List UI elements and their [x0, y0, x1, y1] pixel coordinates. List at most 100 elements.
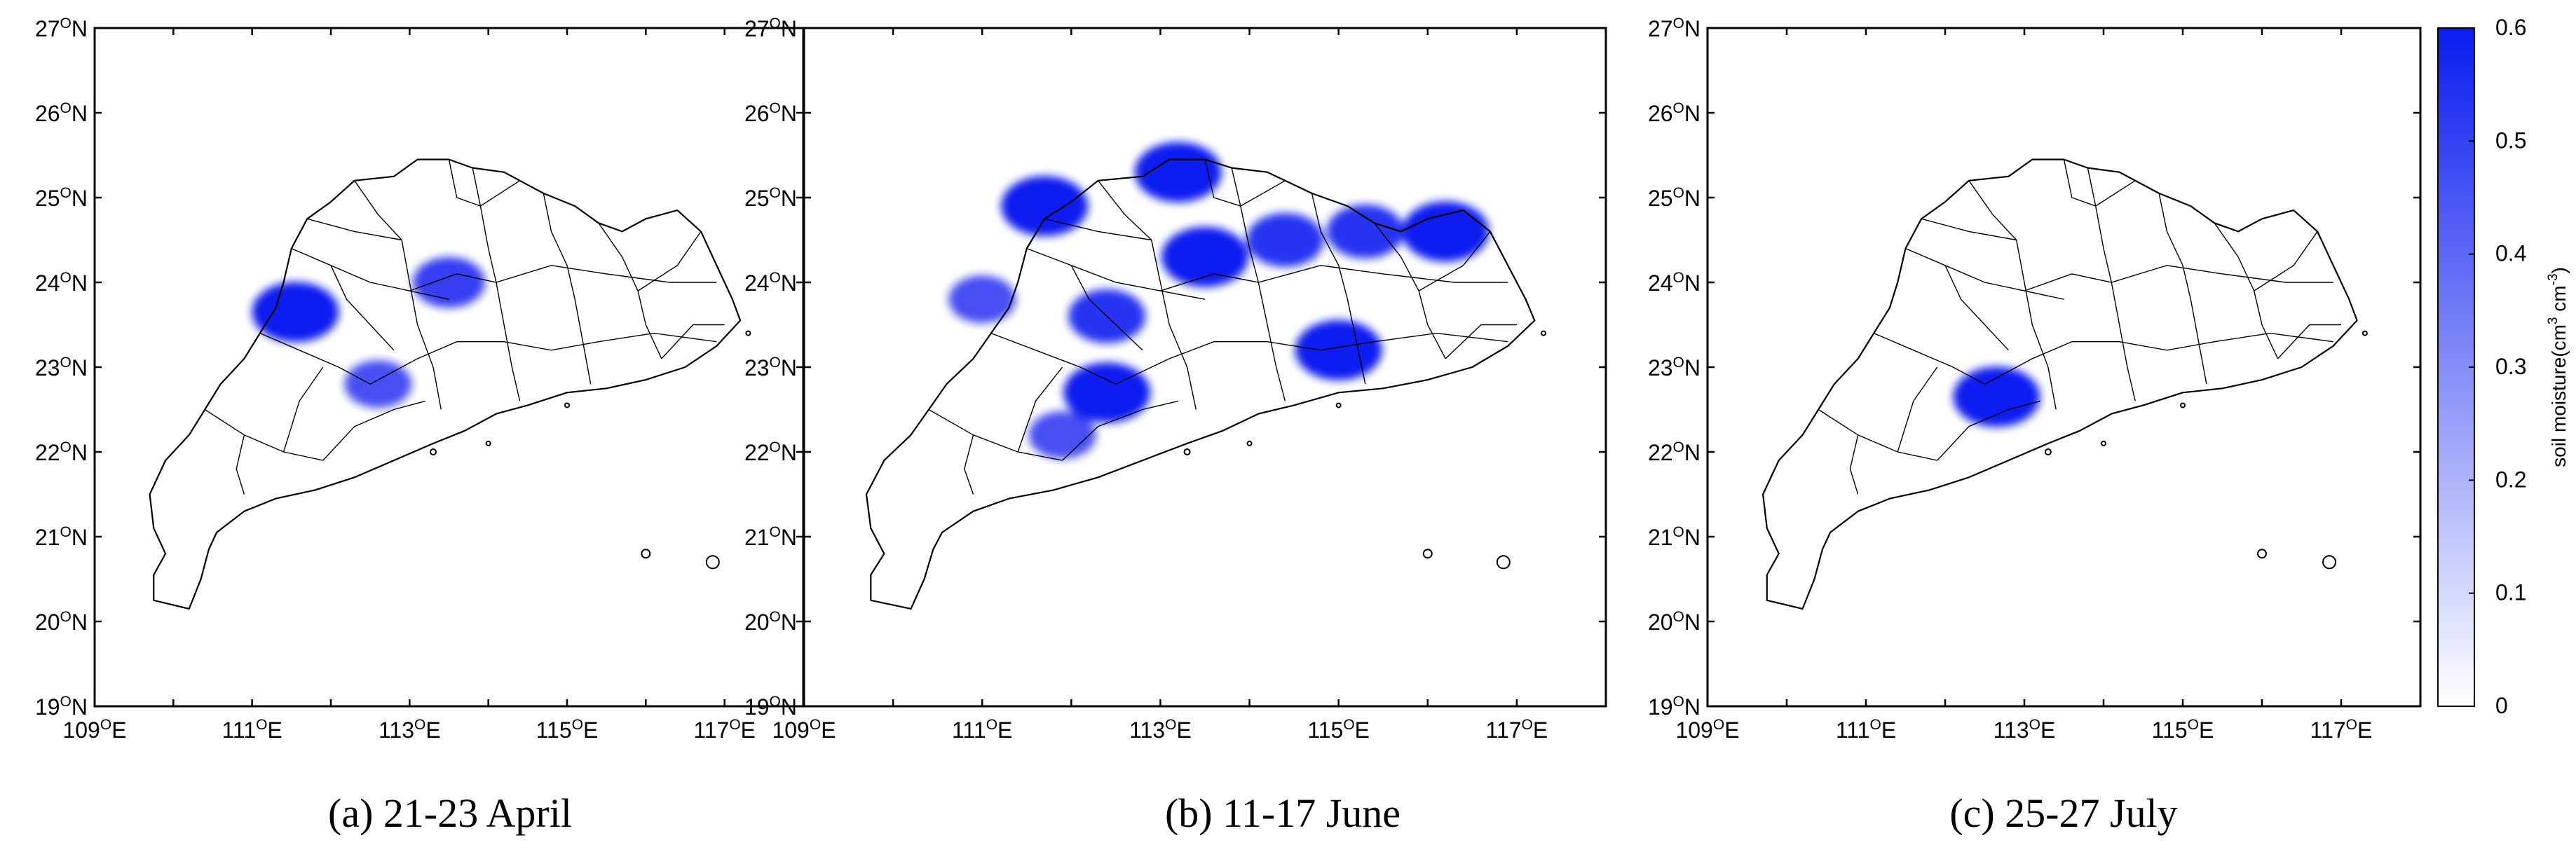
x-tick-label: 117OE	[1486, 717, 1548, 743]
district-boundary	[1874, 332, 1985, 385]
district-boundary	[1204, 159, 1286, 207]
colorbar-tick-label: 0.5	[2495, 128, 2526, 153]
district-boundary	[1818, 408, 1937, 461]
district-boundary	[598, 222, 662, 359]
map-panel-2: 109OE 111OE 113OE 115OE 117OE 19ON 20ON 21ON 22O…	[744, 15, 1607, 836]
y-tick-label: 20ON	[744, 609, 797, 635]
district-boundary	[2254, 231, 2318, 291]
colorbar-tick-label: 0.4	[2495, 241, 2526, 266]
district-boundary	[1044, 218, 1152, 241]
y-tick-label: 22ON	[1648, 439, 1701, 465]
district-boundary	[1231, 167, 1286, 401]
x-tick-label: 111OE	[1836, 717, 1896, 743]
moisture-patch	[1001, 176, 1089, 237]
district-boundary	[236, 434, 245, 495]
district-boundary	[409, 265, 717, 291]
province-boundary	[865, 158, 1536, 610]
island	[1422, 549, 1433, 559]
y-tick-label: 20ON	[35, 609, 88, 635]
y-tick-label: 19ON	[35, 694, 88, 720]
moisture-patch	[1246, 213, 1324, 267]
y-tick-label: 25ON	[35, 185, 88, 211]
y-tick-label: 23ON	[744, 355, 797, 380]
district-boundary	[1097, 180, 1197, 410]
district-boundary	[307, 218, 402, 241]
province-boundary	[149, 158, 742, 610]
island	[1496, 555, 1511, 570]
district-boundary	[990, 332, 1117, 385]
moisture-patch	[252, 282, 339, 343]
colorbar-tick-label: 0.2	[2495, 467, 2526, 492]
district-boundary	[259, 332, 371, 385]
y-tick-label: 22ON	[35, 439, 88, 465]
island	[1246, 440, 1253, 446]
district-boundary	[369, 332, 717, 385]
district-boundary	[1937, 400, 2040, 461]
colorbar-tick-label: 0.1	[2495, 580, 2526, 605]
colorbar-tick-label: 0	[2495, 693, 2508, 718]
y-tick-label: 26ON	[744, 100, 797, 126]
district-boundary	[2158, 193, 2207, 385]
district-boundary	[2063, 159, 2136, 207]
y-tick-label: 21ON	[1648, 524, 1701, 550]
x-tick-label: 115OE	[1307, 717, 1370, 743]
district-boundary	[1070, 265, 1143, 351]
x-tick-label: 113OE	[1994, 717, 2056, 743]
x-tick-label: 117OE	[693, 717, 756, 743]
island	[2257, 549, 2267, 559]
y-tick-label: 24ON	[35, 270, 88, 296]
island	[2180, 402, 2186, 408]
colorbar-label: soil moisture(cm3 cm-3)	[2546, 267, 2570, 467]
district-boundary	[330, 265, 395, 351]
x-tick-label: 111OE	[222, 717, 282, 743]
axes-frame	[803, 27, 1607, 708]
district-boundary	[2024, 265, 2333, 291]
island	[745, 330, 751, 336]
district-boundary	[354, 180, 442, 410]
y-tick-label: 20ON	[1648, 609, 1701, 635]
y-tick-label: 19ON	[744, 694, 797, 720]
district-boundary	[2277, 324, 2341, 359]
x-tick-label: 117OE	[2310, 717, 2373, 743]
district-boundary	[964, 434, 974, 495]
district-boundary	[291, 247, 449, 300]
x-tick-label: 111OE	[952, 717, 1012, 743]
district-boundary	[448, 159, 520, 207]
y-tick-label: 26ON	[35, 100, 88, 126]
moisture-patch	[1402, 201, 1490, 262]
island	[430, 448, 437, 455]
island	[1541, 330, 1547, 336]
district-boundary	[282, 366, 324, 453]
island	[2322, 555, 2337, 570]
y-tick-label: 24ON	[744, 270, 797, 296]
district-boundary	[1849, 434, 1859, 495]
moisture-patch	[948, 275, 1016, 324]
island	[485, 440, 491, 446]
x-tick-label: 115OE	[536, 717, 599, 743]
district-boundary	[1968, 180, 2057, 410]
y-tick-label: 26ON	[1648, 100, 1701, 126]
district-boundary	[322, 400, 425, 461]
map-panel-1: 109OE 111OE 113OE 115OE 117OE19ON20ON21ON22O…	[35, 15, 805, 836]
x-tick-label: 115OE	[2152, 717, 2214, 743]
moisture-patch	[1326, 204, 1404, 259]
moisture-patch	[413, 256, 485, 308]
colorbar-tick-label: 0.6	[2495, 15, 2526, 40]
moisture-patch	[1953, 366, 2040, 427]
district-boundary	[543, 193, 592, 385]
district-boundary	[1984, 332, 2333, 385]
y-tick-label: 24ON	[1648, 270, 1701, 296]
island	[564, 402, 570, 408]
moisture-patch	[1161, 226, 1248, 287]
y-tick-label: 27ON	[1648, 15, 1701, 41]
district-boundary	[2087, 167, 2136, 401]
colorbar-tick-label: 0.3	[2495, 354, 2526, 379]
district-boundary	[1921, 218, 2017, 241]
x-tick-label: 109OE	[62, 717, 126, 743]
island	[2362, 330, 2368, 336]
y-tick-label: 22ON	[744, 439, 797, 465]
district-boundary	[1062, 400, 1179, 461]
district-boundary	[928, 408, 1063, 461]
district-boundary	[1445, 324, 1517, 359]
x-tick-label: 109OE	[1675, 717, 1739, 743]
